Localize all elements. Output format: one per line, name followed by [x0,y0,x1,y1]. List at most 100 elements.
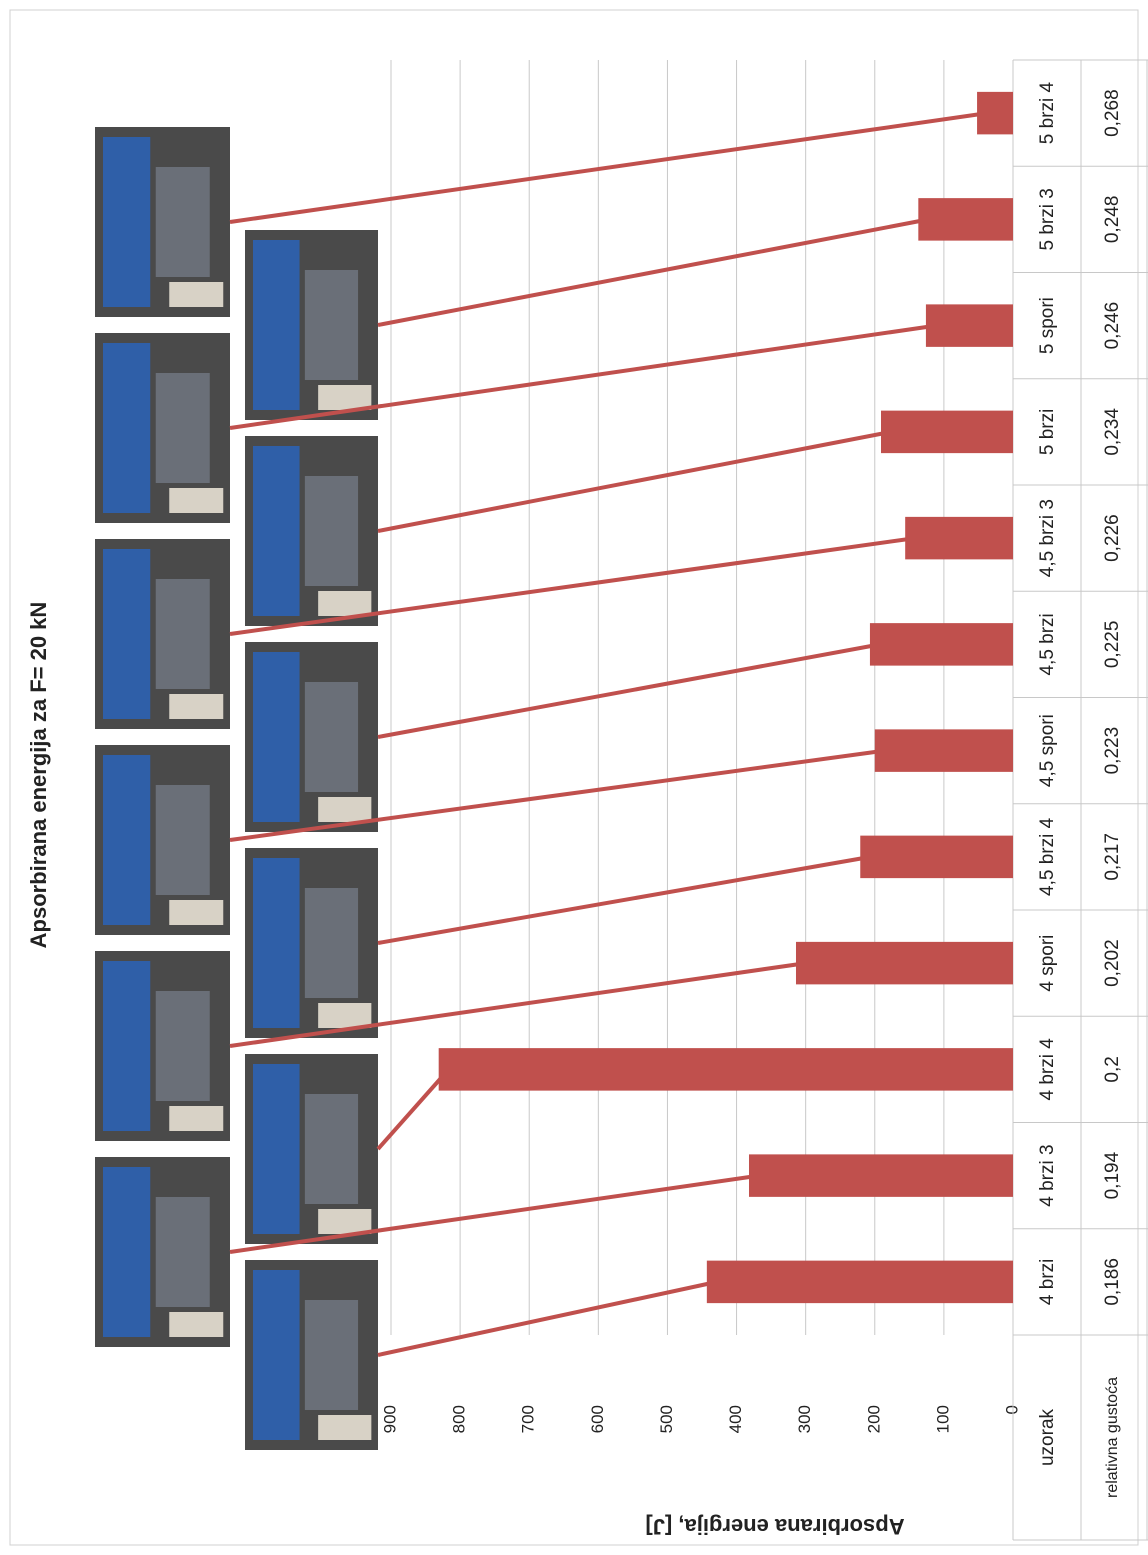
leader-line [377,854,871,945]
photo-detail [169,1312,224,1337]
photo-detail [318,1415,372,1440]
photo-detail [318,797,372,822]
photo-detail [103,1167,151,1337]
photo-detail [155,1197,210,1307]
bar [905,516,1013,560]
density-label: 0,226 [1102,514,1123,562]
bar [880,410,1014,454]
bar [918,198,1013,241]
table-row-label: uzorak [1037,1408,1058,1466]
chart-border [9,9,1139,1546]
y-tick-label: 800 [450,1405,469,1433]
x-tick-label: 5 brzi 3 [1037,188,1058,250]
leader-line [377,1279,718,1357]
photo-detail [304,1094,359,1204]
photo-detail [169,1106,224,1131]
density-label: 0,248 [1102,196,1123,244]
x-tick-label: 4 spori [1037,935,1058,992]
photo-detail [318,1003,372,1028]
photo-detail [103,137,151,307]
photo-detail [169,694,224,719]
x-tick-label: 4 brzi 3 [1037,1144,1058,1206]
photo-detail [253,446,300,616]
density-label: 0,246 [1102,302,1123,350]
y-tick-label: 0 [1002,1405,1021,1414]
leader-line [377,429,892,533]
density-label: 0,223 [1102,727,1123,775]
bar [860,835,1014,879]
x-tick-label: 4,5 brzi [1037,613,1058,675]
bar [869,623,1013,666]
photo-detail [103,549,151,719]
x-tick-label: 5 brzi 4 [1037,82,1058,145]
rotated-chart: Apsorbirana energija za F= 20 kN Apsorbi… [26,59,1148,1541]
bar [795,941,1013,985]
density-label: 0,268 [1102,89,1123,137]
photo-detail [304,270,359,380]
photo-detail [155,373,210,483]
bar [925,304,1013,347]
photo-detail [155,579,210,689]
photo-detail [304,682,359,792]
y-tick-label: 600 [588,1405,607,1433]
chart-title: Apsorbirana energija za F= 20 kN [26,602,51,949]
x-tick-label: 4,5 brzi 4 [1037,817,1058,896]
bar [977,91,1013,135]
photo-detail [169,282,224,307]
x-tick-label: 5 spori [1037,297,1058,354]
leader-line [229,748,886,842]
y-tick-label: 500 [657,1405,676,1433]
density-label: 0,234 [1102,408,1123,456]
photo-detail [318,1209,372,1234]
x-tick-label: 4,5 spori [1037,714,1058,787]
photo-detail [253,858,300,1028]
density-label: 0,225 [1102,621,1123,669]
photo-detail [155,785,210,895]
bar [874,729,1013,772]
photo-detail [103,961,151,1131]
photo-detail [103,755,151,925]
table-row-label: relativna gustoća [1104,1377,1121,1498]
density-label: 0,217 [1102,833,1123,881]
photo-detail [253,1270,300,1440]
photo-detail [253,652,300,822]
photo-detail [253,240,300,410]
leader-line [377,642,881,739]
y-tick-label: 400 [726,1405,745,1433]
photo-detail [318,385,372,410]
x-tick-label: 4 brzi 4 [1037,1038,1058,1101]
x-tick-label: 4 brzi [1037,1259,1058,1305]
bar [748,1154,1013,1197]
bar [706,1260,1013,1304]
photo-detail [253,1064,300,1234]
photo-detail [169,488,224,513]
density-label: 0,202 [1102,939,1123,987]
leader-line [229,536,916,636]
x-tick-label: 4,5 brzi 3 [1037,499,1058,577]
bar [438,1048,1014,1091]
density-label: 0,194 [1102,1151,1123,1199]
y-axis-label: Apsorbirana energija, [J] [645,1514,904,1539]
leader-line [229,1173,760,1254]
leader-line [229,961,807,1048]
leader-line [229,111,988,224]
y-tick-label: 100 [933,1405,952,1433]
x-tick-label: 5 brzi [1037,409,1058,455]
density-label: 0,2 [1102,1056,1123,1082]
y-tick-label: 900 [380,1405,399,1433]
leader-line [229,323,937,430]
photo-detail [169,900,224,925]
leader-line [377,217,929,327]
y-tick-label: 300 [795,1405,814,1433]
y-tick-label: 700 [519,1405,538,1433]
photo-detail [304,476,359,586]
photo-detail [155,991,210,1101]
photo-detail [318,591,372,616]
photo-detail [304,1300,359,1410]
photo-detail [155,167,210,277]
photo-detail [103,343,151,513]
y-tick-label: 200 [864,1405,883,1433]
leader-line [376,1068,451,1151]
